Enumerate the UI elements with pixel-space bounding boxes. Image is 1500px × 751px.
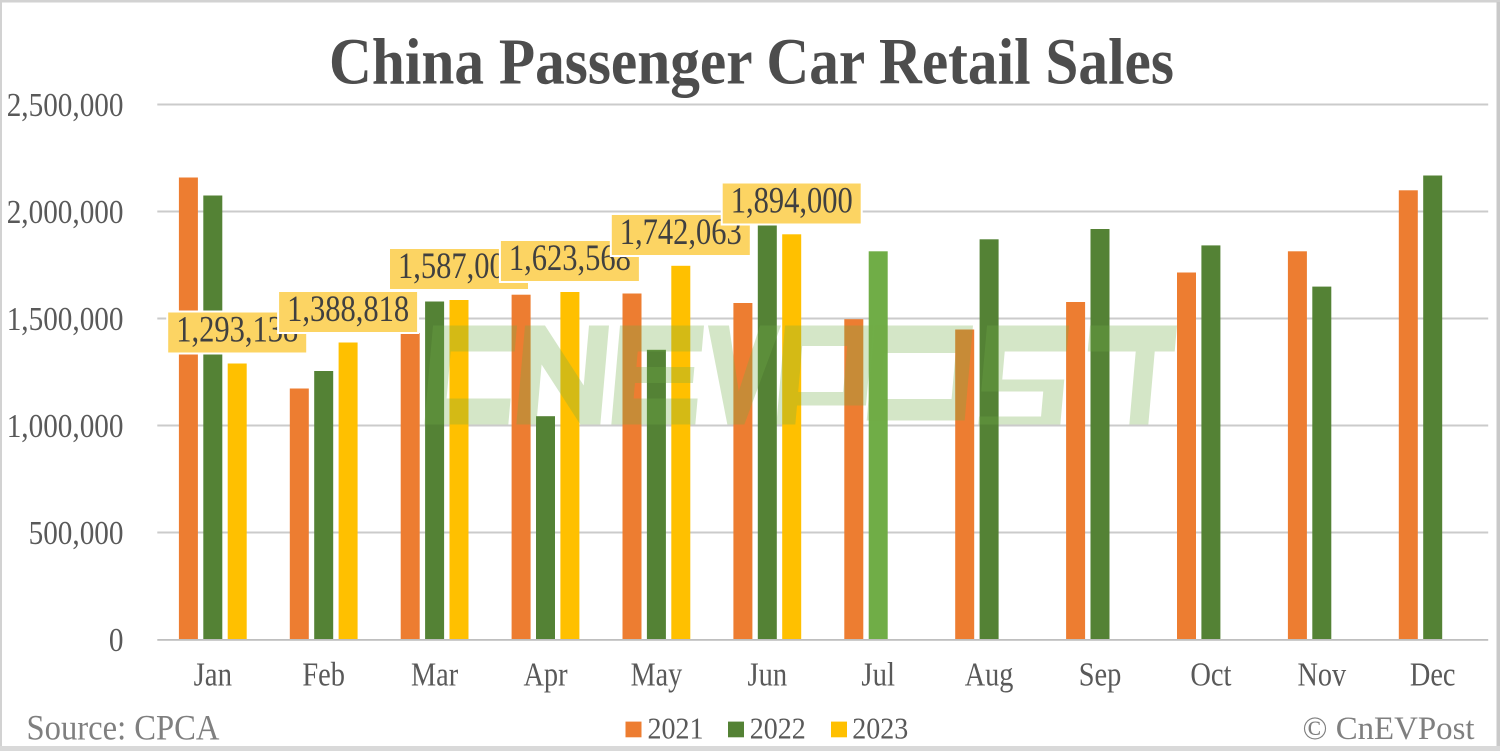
svg-text:1,000,000: 1,000,000 [7,408,124,445]
svg-text:Jun: Jun [748,657,788,694]
svg-text:Oct: Oct [1190,657,1232,694]
svg-text:1,894,000: 1,894,000 [731,181,853,222]
svg-text:Jul: Jul [861,657,895,694]
svg-text:Sep: Sep [1079,657,1122,694]
svg-text:2,500,000: 2,500,000 [7,87,124,124]
svg-text:China Passenger Car Retail Sal: China Passenger Car Retail Sales [329,26,1174,98]
svg-text:2023: 2023 [852,711,908,746]
svg-text:© CnEVPost: © CnEVPost [1303,711,1475,747]
svg-text:Nov: Nov [1298,657,1347,694]
svg-text:May: May [631,657,683,694]
svg-text:2,000,000: 2,000,000 [7,194,124,231]
svg-text:1,388,818: 1,388,818 [287,289,409,330]
svg-text:2022: 2022 [750,711,806,746]
svg-text:Apr: Apr [523,657,568,694]
svg-text:2021: 2021 [648,711,704,746]
svg-text:Dec: Dec [1410,657,1456,694]
svg-text:Jan: Jan [194,657,232,694]
svg-text:Source: CPCA: Source: CPCA [27,708,220,748]
svg-text:Feb: Feb [302,657,345,694]
svg-text:Aug: Aug [965,657,1014,694]
svg-text:0: 0 [109,622,124,659]
svg-text:Mar: Mar [411,657,459,694]
svg-text:1,500,000: 1,500,000 [7,301,124,338]
svg-text:500,000: 500,000 [29,515,124,552]
